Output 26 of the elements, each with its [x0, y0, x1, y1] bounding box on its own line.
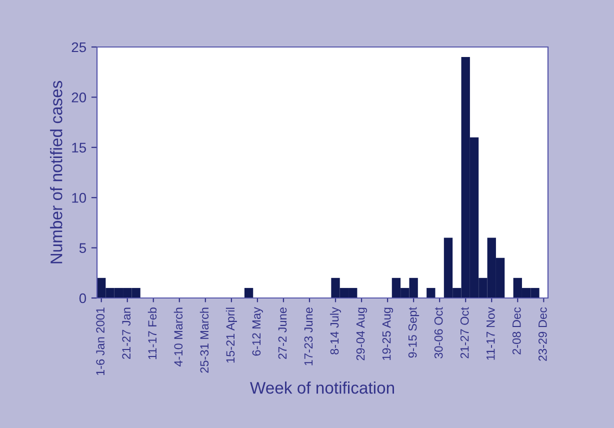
- x-tick-label: 8-14 July: [330, 307, 342, 354]
- y-tick-label: 0: [79, 293, 86, 304]
- y-axis-title: Number of notified cases: [50, 80, 62, 264]
- x-tick-label: 21-27 Jan: [122, 308, 131, 359]
- x-tick-label: 4-10 March: [174, 308, 183, 366]
- x-tick-label: 2-08 Dec: [512, 307, 521, 354]
- x-tick-label: 29-04 Aug: [356, 308, 368, 360]
- x-tick-label: 15-21 April: [226, 308, 237, 363]
- x-tick-label: 23-29 Dec: [538, 307, 547, 361]
- x-tick-label: 11-17 Nov: [486, 307, 495, 360]
- y-tick-label: 5: [79, 243, 86, 253]
- x-tick-label: 1-6 Jan 2001: [96, 308, 105, 376]
- x-tick-label: 21-27 Oct: [460, 307, 469, 358]
- x-tick-label: 9-15 Sept: [408, 307, 420, 358]
- y-tick-label: 15: [72, 142, 86, 153]
- x-tick-label: 25-31 March: [200, 308, 209, 373]
- x-tick-label: 17-23 June: [304, 308, 313, 366]
- x-tick-label: 19-25 Aug: [382, 308, 394, 360]
- x-tick-label: 6-12 May: [252, 307, 263, 356]
- x-tick-label: 30-06 Oct: [434, 307, 443, 358]
- y-tick-label: 10: [72, 192, 86, 203]
- x-axis-title: Week of notification: [250, 381, 394, 394]
- x-tick-label: 11-17 Feb: [148, 308, 157, 360]
- y-tick-label: 25: [72, 42, 86, 52]
- x-tick-label: 27-2 June: [278, 308, 287, 359]
- y-tick-label: 20: [72, 92, 86, 102]
